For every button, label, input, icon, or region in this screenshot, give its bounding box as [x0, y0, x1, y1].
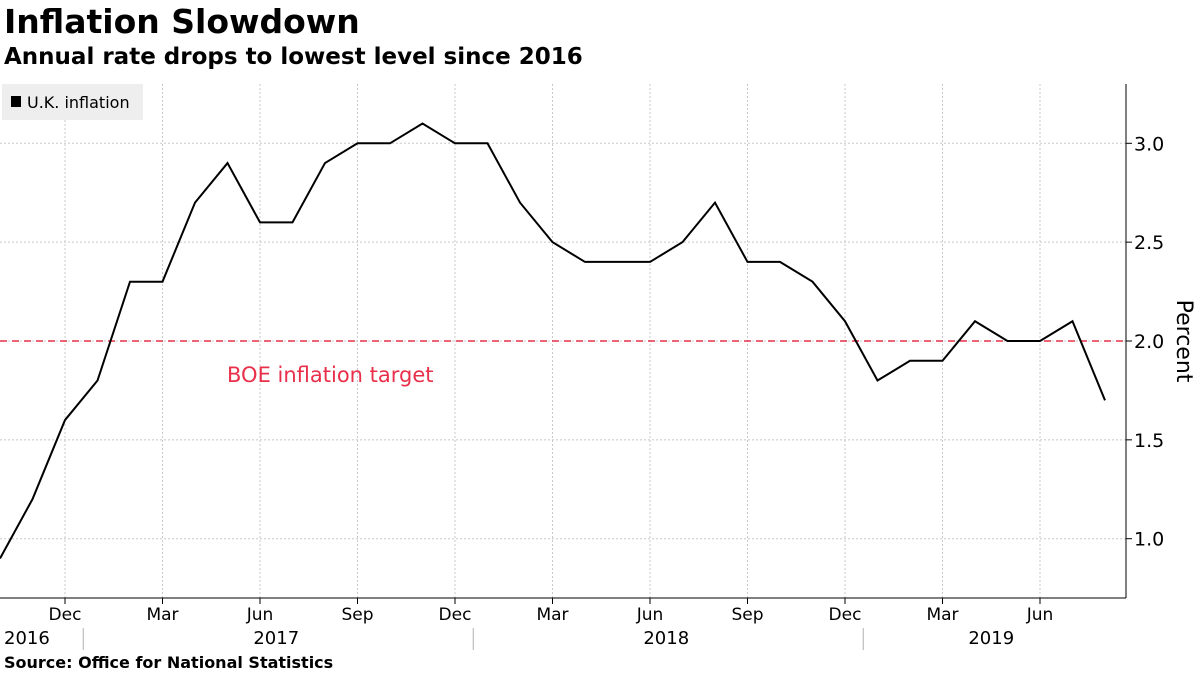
- series-layer: [0, 122, 1106, 559]
- target-reference-label: BOE inflation target: [227, 363, 434, 387]
- source-note: Source: Office for National Statistics: [4, 653, 334, 672]
- y-axis-label: Percent: [1171, 300, 1196, 383]
- y-tick-label: 2.5: [1134, 232, 1164, 254]
- legend-swatch: [11, 96, 21, 107]
- chart-title: Inflation Slowdown: [4, 2, 360, 41]
- chart-subtitle: Annual rate drops to lowest level since …: [4, 44, 583, 70]
- x-tick-label: Mar: [926, 605, 958, 625]
- y-tick-label: 3.0: [1134, 133, 1164, 155]
- legend: U.K. inflation: [2, 84, 143, 120]
- y-tick-label: 1.0: [1134, 529, 1164, 551]
- reference-layer: BOE inflation target: [0, 340, 1126, 387]
- year-label: 2018: [643, 628, 689, 649]
- y-tick-label: 1.5: [1134, 430, 1164, 452]
- y-tick-label: 2.0: [1134, 331, 1164, 353]
- axis-layer: 1.0 1.5 2.0 2.5 3.0 Dec Mar Jun Sep Dec Mar Jun Sep D…: [0, 84, 1164, 650]
- x-tick-label: Jun: [1026, 605, 1054, 625]
- x-tick-label: Dec: [829, 605, 862, 625]
- legend-label: U.K. inflation: [27, 93, 130, 112]
- legend-background: [2, 84, 143, 120]
- inflation-series-line: [0, 122, 1106, 559]
- x-tick-label: Mar: [146, 605, 178, 625]
- x-tick-label: Jun: [246, 605, 274, 625]
- x-tick-label: Sep: [731, 605, 763, 625]
- x-tick-label: Sep: [341, 605, 373, 625]
- x-tick-label: Dec: [439, 605, 472, 625]
- x-tick-label: Jun: [636, 605, 664, 625]
- year-label: 2019: [968, 628, 1014, 649]
- year-label: 2017: [253, 628, 299, 649]
- x-tick-label: Dec: [49, 605, 82, 625]
- x-tick-label: Mar: [536, 605, 568, 625]
- year-label: 2016: [4, 628, 50, 649]
